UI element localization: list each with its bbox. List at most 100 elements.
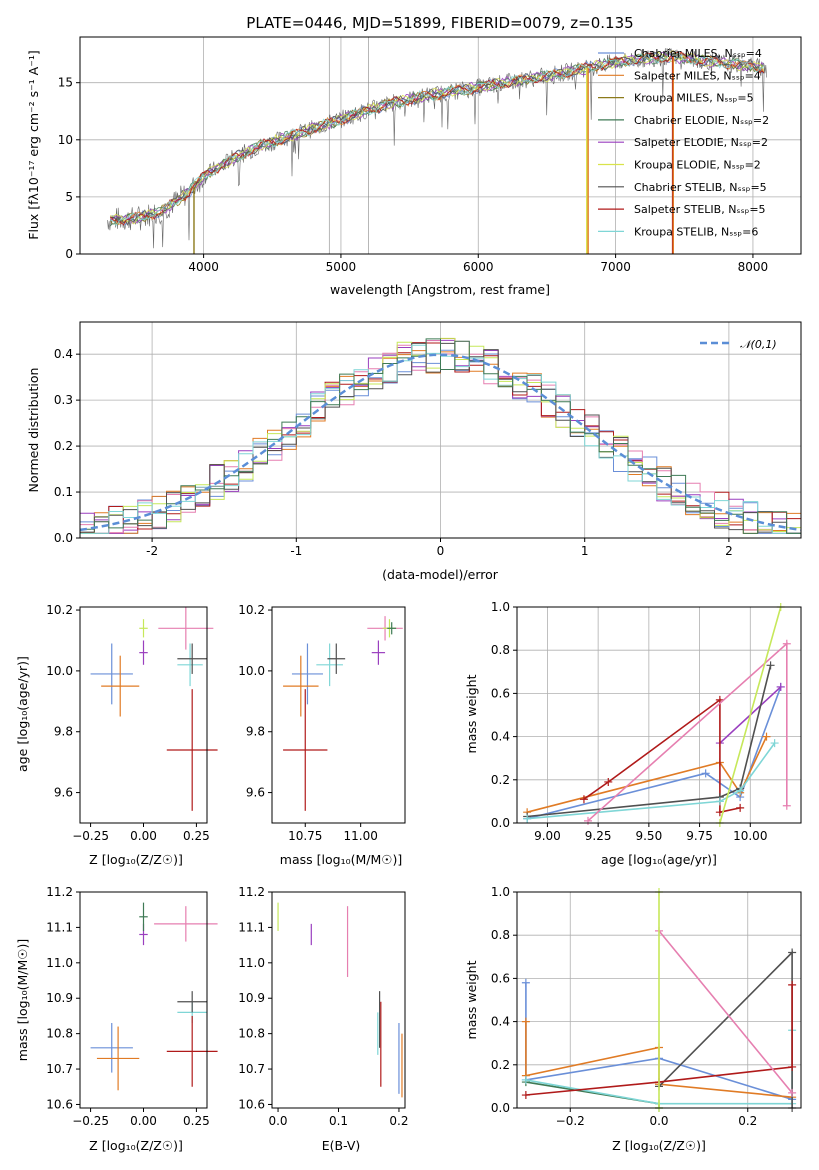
x-tick-label: 10.00	[733, 829, 767, 843]
weight-series-1	[526, 736, 768, 813]
x-tick-label: 0.00	[130, 1114, 157, 1128]
x-tick-label: 7000	[600, 260, 631, 274]
weight-point	[521, 978, 530, 987]
weight-point	[782, 639, 791, 648]
residual-ylabel: Normed distribution	[26, 368, 41, 493]
legend-label: Chabrier STELIB, Nₛₛₚ=5	[634, 181, 767, 194]
residual-histogram-0	[80, 349, 801, 534]
axes-frame	[79, 606, 208, 824]
legend-label: 𝒩(0,1)	[740, 338, 777, 351]
y-tick-label: 0.4	[54, 347, 73, 361]
y-tick-label: 9.6	[54, 786, 73, 800]
y-tick-label: 11.0	[46, 956, 73, 970]
weight-point	[766, 661, 775, 670]
massZ-xlabel: Z [log₁₀(Z/Z☉)]	[89, 1138, 183, 1153]
x-tick-label: 1	[581, 544, 589, 558]
axes-frame	[79, 891, 208, 1109]
y-tick-label: 10.6	[238, 1097, 265, 1111]
weight-point	[521, 1017, 530, 1026]
wAge-ylabel: mass weight	[464, 674, 479, 753]
x-tick-label: 0.0	[649, 1114, 668, 1128]
weight-point	[762, 732, 771, 741]
figure-title: PLATE=0446, MJD=51899, FIBERID=0079, z=0…	[246, 14, 633, 32]
y-tick-label: 0.6	[491, 686, 510, 700]
y-tick-label: 9.6	[246, 786, 265, 800]
axes-frame	[271, 606, 406, 824]
weight-point	[782, 801, 791, 810]
weight-point	[788, 980, 797, 989]
axes-frame	[516, 606, 802, 824]
y-tick-label: 9.8	[246, 725, 265, 739]
residual-xlabel: (data-model)/error	[382, 567, 499, 582]
legend-label: Salpeter ELODIE, Nₛₛₚ=2	[634, 136, 768, 149]
x-tick-label: 11.00	[343, 829, 377, 843]
ageZ-ylabel: age [log₁₀(age/yr)]	[15, 656, 30, 772]
legend-label: Salpeter MILES, Nₛₛₚ=4	[634, 69, 761, 82]
wAge-xlabel: age [log₁₀(age/yr)]	[601, 852, 717, 867]
weight-series-3	[583, 698, 741, 814]
y-tick-label: 10.7	[238, 1062, 265, 1076]
y-tick-label: 9.8	[54, 725, 73, 739]
mass-vs-EBV-panel: 0.0 0.1 0.2 10.6 10.7 10.8 10.9 11.0 11.1 11.2	[238, 885, 408, 1128]
y-tick-label: 11.0	[238, 956, 265, 970]
legend-label: Chabrier ELODIE, Nₛₛₚ=2	[634, 114, 769, 127]
wZ-ylabel: mass weight	[464, 960, 479, 1039]
x-tick-label: 0.2	[389, 1114, 408, 1128]
y-tick-label: 10.9	[46, 991, 73, 1005]
y-tick-label: 10	[58, 133, 73, 147]
y-tick-label: 10.8	[238, 1027, 265, 1041]
y-tick-label: 1.0	[491, 600, 510, 614]
x-tick-label: 0.25	[183, 1114, 210, 1128]
weight-series-6	[587, 641, 788, 822]
weight-series-5	[527, 742, 776, 820]
weight-point	[604, 777, 613, 786]
ageM-xlabel: mass [log₁₀(M/M☉)]	[280, 852, 402, 867]
legend-label: Kroupa MILES, Nₛₛₚ=5	[634, 92, 754, 105]
x-tick-label: 5000	[326, 260, 357, 274]
legend-label: Kroupa ELODIE, Nₛₛₚ=2	[634, 159, 761, 172]
y-tick-label: 0.4	[491, 730, 510, 744]
spectrum-xlabel: wavelength [Angstrom, rest frame]	[330, 282, 550, 297]
y-tick-label: 10.2	[238, 603, 265, 617]
x-tick-label: −0.2	[556, 1114, 585, 1128]
weight-vs-age-panel: 9.00 9.25 9.50 9.75 10.00 0.0 0.2 0.4 0.6 0.8 1.0	[491, 600, 802, 843]
weight-series-2	[525, 1081, 660, 1108]
weight-point	[521, 1075, 530, 1084]
y-tick-label: 0.2	[491, 773, 510, 787]
legend-label: Kroupa STELIB, Nₛₛₚ=6	[634, 225, 758, 238]
mass-vs-Z-panel: −0.25 0.00 0.25 10.6 10.7 10.8 10.9 11.0 11.1 11.…	[46, 885, 218, 1128]
weight-point	[788, 948, 797, 957]
axes-frame	[79, 36, 802, 255]
y-tick-label: 10.0	[238, 664, 265, 678]
spectrum-panel: 4000 5000 6000 7000 8000 0 5 10 15 Chabrier MILES…	[58, 36, 802, 274]
legend-label: Chabrier MILES, Nₛₛₚ=4	[634, 47, 762, 60]
weight-series-5	[525, 984, 793, 1096]
y-tick-label: 0.3	[54, 393, 73, 407]
weight-point	[584, 816, 592, 825]
x-tick-label: 10.75	[288, 829, 322, 843]
weight-series-4	[527, 665, 772, 818]
weight-point	[521, 1091, 530, 1100]
x-tick-label: 8000	[738, 260, 769, 274]
y-tick-label: 10.9	[238, 991, 265, 1005]
y-tick-label: 11.2	[238, 885, 265, 899]
y-tick-label: 10.2	[46, 603, 73, 617]
ageZ-xlabel: Z [log₁₀(Z/Z☉)]	[89, 852, 183, 867]
y-tick-label: 0.2	[54, 439, 73, 453]
weight-point	[715, 797, 724, 806]
y-tick-label: 0.8	[491, 643, 510, 657]
weight-series-4	[658, 950, 793, 1108]
weight-vs-Z-panel: −0.2 0.0 0.2 0.0 0.2 0.4 0.6 0.8 1.0	[491, 885, 802, 1128]
y-tick-label: 0.0	[491, 1101, 510, 1115]
y-tick-label: 11.2	[46, 885, 73, 899]
weight-series-6	[658, 930, 793, 1094]
legend-label: Salpeter STELIB, Nₛₛₚ=5	[634, 203, 766, 216]
y-tick-label: 0.8	[491, 928, 510, 942]
y-tick-label: 15	[58, 76, 73, 90]
y-tick-label: 0.0	[54, 531, 73, 545]
y-tick-label: 11.1	[238, 920, 265, 934]
y-tick-label: 10.7	[46, 1062, 73, 1076]
x-tick-label: 0.2	[738, 1114, 757, 1128]
axes-frame	[271, 891, 406, 1109]
